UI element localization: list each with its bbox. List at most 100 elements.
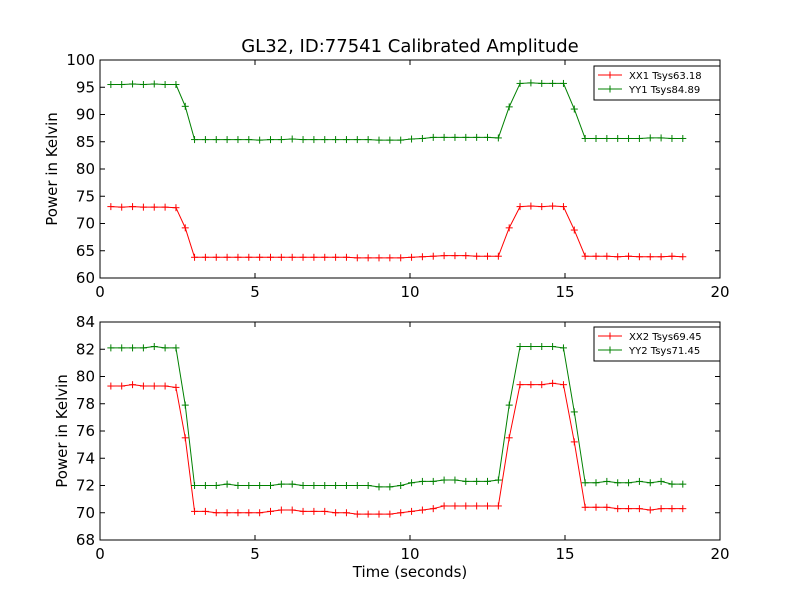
data-point bbox=[646, 253, 654, 261]
data-point bbox=[364, 254, 372, 262]
data-point bbox=[245, 253, 253, 261]
data-point bbox=[484, 133, 491, 141]
data-point bbox=[267, 136, 274, 144]
data-point bbox=[592, 134, 600, 142]
legend-item: XX2 Tsys69.45 bbox=[598, 332, 702, 343]
data-point bbox=[462, 133, 470, 141]
axes-frame-bottom bbox=[99, 321, 721, 541]
data-point bbox=[107, 344, 115, 352]
data-point bbox=[516, 203, 524, 211]
data-point bbox=[118, 203, 126, 211]
data-point bbox=[581, 134, 589, 142]
data-point bbox=[549, 79, 557, 87]
legend-bottom: XX2 Tsys69.45 YY2 Tsys71.45 bbox=[593, 326, 721, 362]
data-point bbox=[440, 252, 448, 260]
data-point bbox=[386, 254, 394, 262]
data-point bbox=[570, 105, 578, 113]
data-point bbox=[223, 136, 231, 144]
data-point bbox=[201, 507, 209, 515]
data-point bbox=[277, 506, 285, 514]
data-point bbox=[549, 379, 557, 387]
data-point bbox=[191, 507, 199, 515]
data-point bbox=[635, 505, 643, 513]
data-point bbox=[451, 502, 459, 510]
data-point bbox=[408, 507, 416, 515]
data-point bbox=[172, 81, 180, 89]
y-tick-label: 85 bbox=[76, 133, 95, 151]
y-tick-label: 80 bbox=[76, 160, 95, 178]
data-point bbox=[592, 503, 600, 511]
data-point bbox=[505, 103, 513, 111]
data-point bbox=[570, 438, 578, 446]
data-point bbox=[484, 502, 491, 510]
data-point bbox=[386, 136, 394, 144]
data-point bbox=[332, 509, 340, 517]
data-point bbox=[418, 506, 426, 514]
data-point bbox=[201, 136, 209, 144]
data-point bbox=[277, 480, 285, 488]
data-point bbox=[473, 477, 481, 485]
y-tick-label: 90 bbox=[76, 106, 95, 124]
data-point bbox=[191, 136, 199, 144]
data-point bbox=[527, 79, 535, 87]
data-point bbox=[625, 505, 633, 513]
data-point bbox=[181, 102, 189, 110]
data-point bbox=[310, 253, 318, 261]
data-point bbox=[538, 203, 546, 211]
legend-box bbox=[593, 65, 721, 101]
data-point bbox=[451, 133, 459, 141]
data-point bbox=[212, 136, 220, 144]
y-axis-label-top: Power in Kelvin bbox=[43, 112, 61, 226]
data-point bbox=[625, 252, 633, 260]
data-point bbox=[118, 81, 126, 89]
data-point bbox=[267, 253, 274, 261]
data-point bbox=[473, 133, 481, 141]
x-tick-label: 15 bbox=[555, 545, 574, 563]
y-tick-label: 78 bbox=[76, 395, 95, 413]
data-point bbox=[397, 482, 405, 489]
data-point bbox=[603, 477, 611, 485]
data-point bbox=[418, 253, 426, 261]
y-tick-label: 75 bbox=[76, 187, 95, 205]
data-point bbox=[679, 253, 687, 261]
data-point bbox=[212, 253, 220, 261]
series-line bbox=[107, 79, 687, 144]
y-tick-label: 100 bbox=[66, 51, 95, 69]
series-line bbox=[107, 343, 687, 491]
data-point bbox=[150, 80, 158, 88]
data-point bbox=[657, 505, 665, 513]
data-point bbox=[559, 203, 567, 211]
data-point bbox=[494, 476, 502, 484]
data-point bbox=[277, 253, 285, 261]
y-tick-label: 65 bbox=[76, 242, 95, 260]
data-point bbox=[668, 134, 676, 142]
data-point bbox=[288, 480, 296, 488]
data-point bbox=[161, 203, 169, 211]
data-point bbox=[451, 476, 459, 484]
data-point bbox=[429, 505, 437, 513]
x-tick-label: 0 bbox=[95, 283, 105, 301]
data-point bbox=[603, 503, 611, 511]
data-point bbox=[107, 81, 115, 89]
data-point bbox=[635, 253, 643, 261]
x-tick-label: 5 bbox=[250, 283, 260, 301]
data-point bbox=[462, 252, 470, 260]
legend-item: XX1 Tsys63.18 bbox=[598, 71, 702, 82]
data-point bbox=[321, 482, 329, 489]
series-line bbox=[107, 379, 687, 518]
data-point bbox=[191, 253, 199, 261]
data-point bbox=[172, 383, 180, 391]
data-point bbox=[212, 509, 220, 517]
data-point bbox=[570, 408, 578, 416]
data-point bbox=[614, 253, 622, 261]
data-point bbox=[310, 136, 318, 144]
data-point bbox=[657, 253, 665, 261]
data-point bbox=[299, 136, 307, 144]
data-point bbox=[353, 482, 361, 489]
data-point bbox=[234, 136, 242, 144]
data-point bbox=[342, 509, 350, 517]
data-point bbox=[277, 136, 285, 144]
data-point bbox=[342, 482, 350, 489]
data-point bbox=[625, 479, 633, 487]
data-point bbox=[129, 80, 137, 88]
